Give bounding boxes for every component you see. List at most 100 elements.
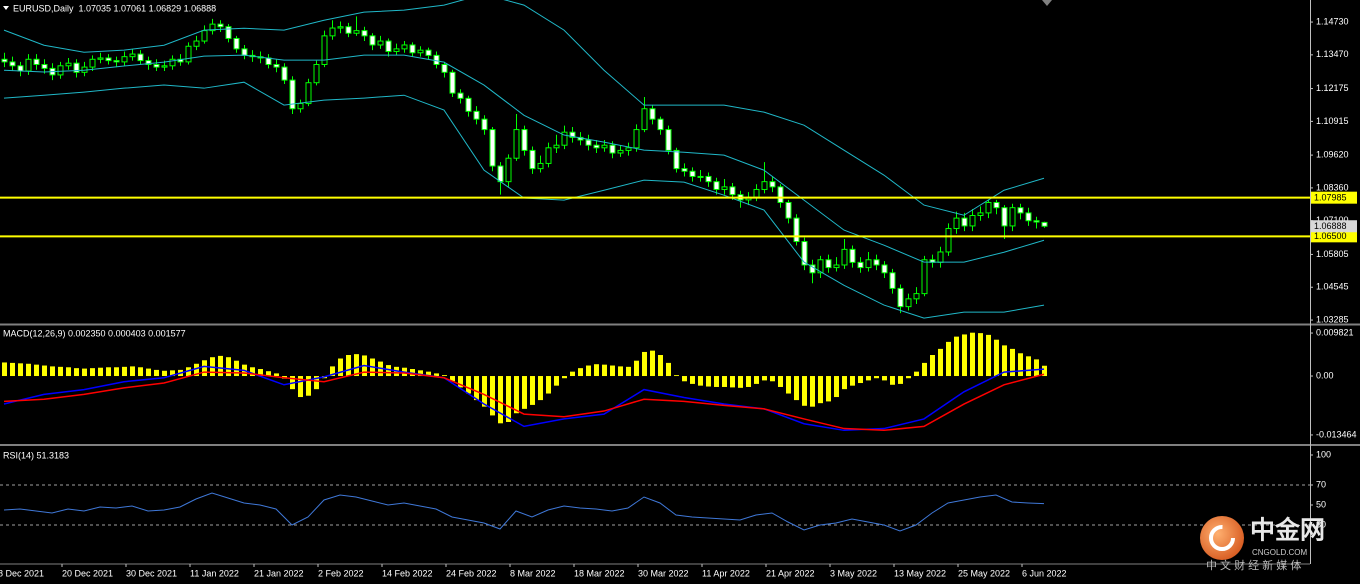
y-tick-label: 1.09620 bbox=[1316, 149, 1349, 159]
histogram-bar bbox=[738, 376, 743, 388]
panel-title: MACD(12,26,9) 0.002350 0.000403 0.001577 bbox=[3, 328, 186, 338]
candle-body bbox=[513, 129, 520, 159]
candle-body bbox=[265, 57, 272, 65]
candle-body bbox=[817, 259, 824, 274]
candle-body bbox=[673, 149, 680, 170]
histogram-bar bbox=[866, 376, 871, 381]
candle-body bbox=[305, 82, 312, 105]
candle-body bbox=[705, 175, 712, 183]
candle-body bbox=[985, 201, 992, 214]
level-label: 1.07985 bbox=[1314, 193, 1347, 203]
histogram-bar bbox=[1026, 356, 1031, 377]
candle-body bbox=[193, 40, 200, 47]
candle-body bbox=[881, 264, 888, 274]
x-tick-label: 18 Mar 2022 bbox=[574, 568, 625, 578]
histogram-bar bbox=[730, 376, 735, 388]
histogram-bar bbox=[506, 376, 511, 422]
y-tick-label: 0.00 bbox=[1316, 370, 1334, 380]
candle-body bbox=[785, 201, 792, 219]
x-tick-label: 8 Dec 2021 bbox=[0, 568, 44, 578]
candle-body bbox=[729, 186, 736, 196]
level-label-box bbox=[1311, 191, 1357, 204]
histogram-bar bbox=[538, 376, 543, 401]
histogram-bar bbox=[410, 369, 415, 377]
candle-body bbox=[465, 97, 472, 112]
candle-body bbox=[865, 259, 872, 269]
histogram-bar bbox=[874, 376, 879, 379]
histogram-bar bbox=[650, 350, 655, 377]
candle-body bbox=[417, 49, 424, 54]
candle-body bbox=[889, 272, 896, 289]
candle-body bbox=[945, 228, 952, 253]
chart-shift-marker bbox=[1042, 0, 1052, 6]
candle-body bbox=[697, 175, 704, 178]
y-tick-label: 70 bbox=[1316, 479, 1326, 489]
candle-body bbox=[481, 118, 488, 131]
candle-body bbox=[977, 212, 984, 217]
candle-body bbox=[841, 248, 848, 266]
candle-body bbox=[57, 65, 64, 76]
histogram-bar bbox=[234, 360, 239, 377]
histogram-bar bbox=[154, 369, 159, 377]
histogram-bar bbox=[466, 376, 471, 394]
histogram-bar bbox=[618, 366, 623, 377]
histogram-bar bbox=[994, 339, 999, 377]
histogram-bar bbox=[898, 376, 903, 384]
histogram-bar bbox=[930, 355, 935, 377]
histogram-bar bbox=[610, 365, 615, 377]
histogram-bar bbox=[938, 348, 943, 377]
candle-body bbox=[849, 248, 856, 263]
histogram-bar bbox=[514, 376, 519, 414]
histogram-bar bbox=[858, 376, 863, 384]
candle-body bbox=[297, 103, 304, 110]
candle-body bbox=[993, 201, 1000, 209]
rsi-panel bbox=[0, 484, 1310, 532]
candle-body bbox=[721, 186, 728, 190]
y-tick-label: 50 bbox=[1316, 499, 1326, 509]
histogram-bar bbox=[266, 371, 271, 377]
histogram-bar bbox=[482, 376, 487, 407]
histogram-bar bbox=[106, 367, 111, 377]
candle-body bbox=[561, 131, 568, 146]
histogram-bar bbox=[2, 362, 7, 377]
candle-body bbox=[17, 65, 24, 72]
candle-body bbox=[33, 58, 40, 65]
histogram-bar bbox=[1042, 365, 1047, 377]
candle-body bbox=[897, 287, 904, 308]
candle-body bbox=[801, 241, 808, 266]
symbol-menu-arrow[interactable] bbox=[3, 6, 9, 10]
y-tick-label: 1.03285 bbox=[1316, 314, 1349, 324]
candle-body bbox=[825, 259, 832, 269]
x-tick-label: 8 Mar 2022 bbox=[510, 568, 556, 578]
histogram-bar bbox=[170, 370, 175, 377]
histogram-bar bbox=[890, 376, 895, 385]
candle-body bbox=[633, 129, 640, 149]
candle-body bbox=[937, 251, 944, 263]
candle-body bbox=[241, 48, 248, 56]
histogram-bar bbox=[586, 365, 591, 377]
histogram-bar bbox=[714, 376, 719, 387]
price-panel bbox=[0, 0, 1310, 319]
candle-body bbox=[313, 63, 320, 84]
histogram-bar bbox=[26, 363, 31, 377]
candle-body bbox=[545, 147, 552, 164]
histogram-bar bbox=[458, 376, 463, 388]
histogram-bar bbox=[658, 355, 663, 377]
candle-body bbox=[97, 57, 104, 60]
histogram-bar bbox=[882, 376, 887, 381]
histogram-bar bbox=[634, 360, 639, 377]
candle-body bbox=[953, 217, 960, 230]
histogram-bar bbox=[90, 368, 95, 377]
candle-body bbox=[961, 217, 968, 227]
candle-body bbox=[921, 259, 928, 295]
x-tick-label: 6 Jun 2022 bbox=[1022, 568, 1067, 578]
candle-body bbox=[129, 53, 136, 58]
histogram-bar bbox=[330, 366, 335, 377]
panel-title: EURUSD,Daily 1.07035 1.07061 1.06829 1.0… bbox=[13, 3, 216, 13]
candle-body bbox=[369, 35, 376, 46]
candle-body bbox=[1033, 220, 1040, 223]
candle-body bbox=[609, 144, 616, 154]
histogram-bar bbox=[434, 373, 439, 377]
candle-body bbox=[73, 62, 80, 73]
